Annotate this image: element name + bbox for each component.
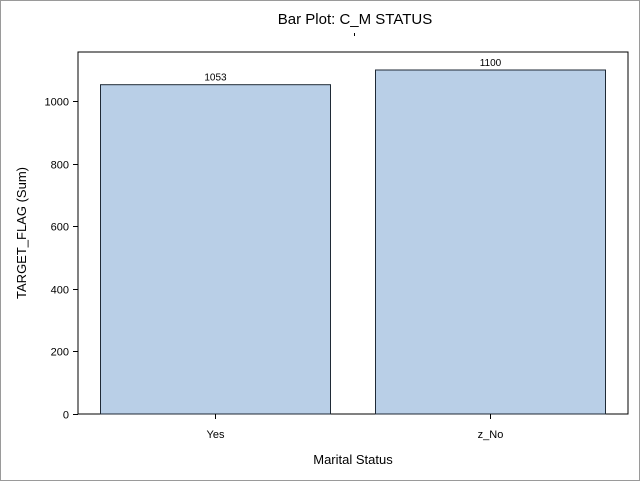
title-tick-mark bbox=[354, 33, 355, 36]
y-tick-label: 200 bbox=[51, 347, 69, 359]
bar-z-no bbox=[375, 69, 606, 415]
plot-area bbox=[77, 51, 629, 415]
y-axis-label: TARGET_FLAG (Sum) bbox=[14, 167, 29, 299]
bar-yes bbox=[100, 84, 331, 415]
chart-title: Bar Plot: C_M STATUS bbox=[278, 11, 432, 28]
y-tick-label: 800 bbox=[51, 160, 69, 172]
x-tick-label: z_No bbox=[478, 429, 504, 441]
bars-group: 1053 1100 bbox=[100, 58, 606, 415]
y-tick-label: 400 bbox=[51, 285, 69, 297]
y-tick-label: 0 bbox=[63, 410, 69, 422]
x-tick-label: Yes bbox=[207, 429, 225, 441]
data-label: 1053 bbox=[204, 73, 227, 84]
x-axis: Yes z_No bbox=[207, 414, 504, 441]
y-tick-label: 1000 bbox=[45, 97, 69, 109]
x-axis-label: Marital Status bbox=[313, 452, 393, 467]
y-tick-label: 600 bbox=[51, 222, 69, 234]
data-label: 1100 bbox=[480, 58, 502, 69]
y-axis: 0 200 400 600 800 1000 bbox=[45, 97, 78, 422]
